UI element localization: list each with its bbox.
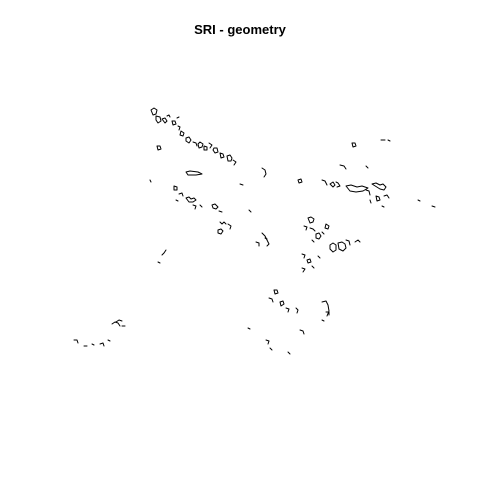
geometry-outline [311,265,315,269]
geometry-outline [155,115,162,124]
geometry-outline [371,182,387,191]
geometry-outline [339,164,347,170]
geometry-outline [345,239,351,246]
geometry-outline [324,223,330,230]
geometry-outline [185,196,197,203]
geometry-outline [157,261,161,264]
plot-title: SRI - geometry [194,22,286,37]
geometry-outline [297,178,303,184]
geometry-outline [166,114,171,118]
geometry-outline [211,203,219,210]
geometry-outline [321,231,325,235]
geometry-outline [273,289,279,295]
geometry-outline [265,339,270,345]
geometry-outline [268,297,274,303]
geometry-outline [417,199,421,202]
geometry-outline [178,192,184,197]
geometry-outline [329,242,337,253]
geometry-outline [192,204,197,210]
geometry-outline [329,181,336,188]
geometry-outline [303,225,308,231]
geometry-outline [321,179,328,186]
geometry-outline [307,216,315,224]
geometry-outline [311,239,315,243]
geometry-outline [171,120,177,126]
geometry-outline [295,307,299,314]
geometry-outline [431,205,436,208]
geometry-outline [173,185,178,191]
geometry-outline [264,237,268,240]
geometry-outline [218,210,223,213]
geometry-outline [255,241,260,247]
geometry-outline [208,142,213,149]
geometry-outline [299,329,305,335]
geometry-outline [73,339,79,344]
geometry-outline [219,221,227,225]
geometry-outline [365,165,369,169]
geometry-outline [111,321,121,327]
geometry-outline [192,141,198,147]
geometry-outline [261,167,267,178]
geometry-outline [203,145,208,151]
geometry-outline [335,181,341,188]
geometry-outline [315,232,322,240]
geometry-outline [161,117,168,124]
geometry-outline [309,227,316,232]
geometry-outline [261,232,270,247]
geometry-outline [287,351,291,355]
geometry-outline [177,125,181,131]
geometry-outline [149,179,152,183]
geometry-outline [301,253,306,259]
geometry-outline [279,300,285,307]
geometry-outline [115,319,123,323]
geometry-outline [179,130,185,137]
geometry-outline [306,258,312,264]
geometry-outline [345,184,369,193]
geometry-outline [321,319,325,322]
geometry-outline [247,327,251,330]
geometry-outline [239,183,244,186]
geometry-outline [301,267,306,273]
geometry-outline [99,342,105,347]
geometry-outline [156,145,162,151]
geometry-outline [387,139,391,142]
geometry-outline [351,142,357,148]
geometry-outline [212,147,219,154]
geometry-outline [217,228,224,235]
geometry-outline [150,107,158,116]
geometry-outline [226,154,233,162]
geometry-outline [317,255,321,259]
geometry-outline [176,116,180,119]
geometry-outline [381,205,385,208]
geometry-outline [185,136,192,144]
geometry-outline [375,195,381,202]
geometry-outline [161,249,167,256]
geometry-outline [321,300,330,317]
geometry-outline [325,311,330,316]
geometry-outline [91,343,95,346]
geometry-outline [185,170,203,176]
geometry-outline [269,347,273,351]
geometry-outline [107,339,111,342]
geometry-outline [248,209,252,213]
geometry-outline [337,241,347,252]
geometry-outline [175,199,179,202]
geometry-outline [369,199,372,204]
geometry-outline [354,239,361,243]
geometry-outline [219,152,225,159]
geometry-outline [365,189,371,196]
geometry-outline [285,307,290,313]
geometry-outline [227,223,232,230]
geometry-outline [383,194,390,199]
geometry-outline [232,159,237,166]
geometry-outline [197,141,204,149]
geometry-outlines [73,107,436,355]
geometry-outline [199,204,203,208]
